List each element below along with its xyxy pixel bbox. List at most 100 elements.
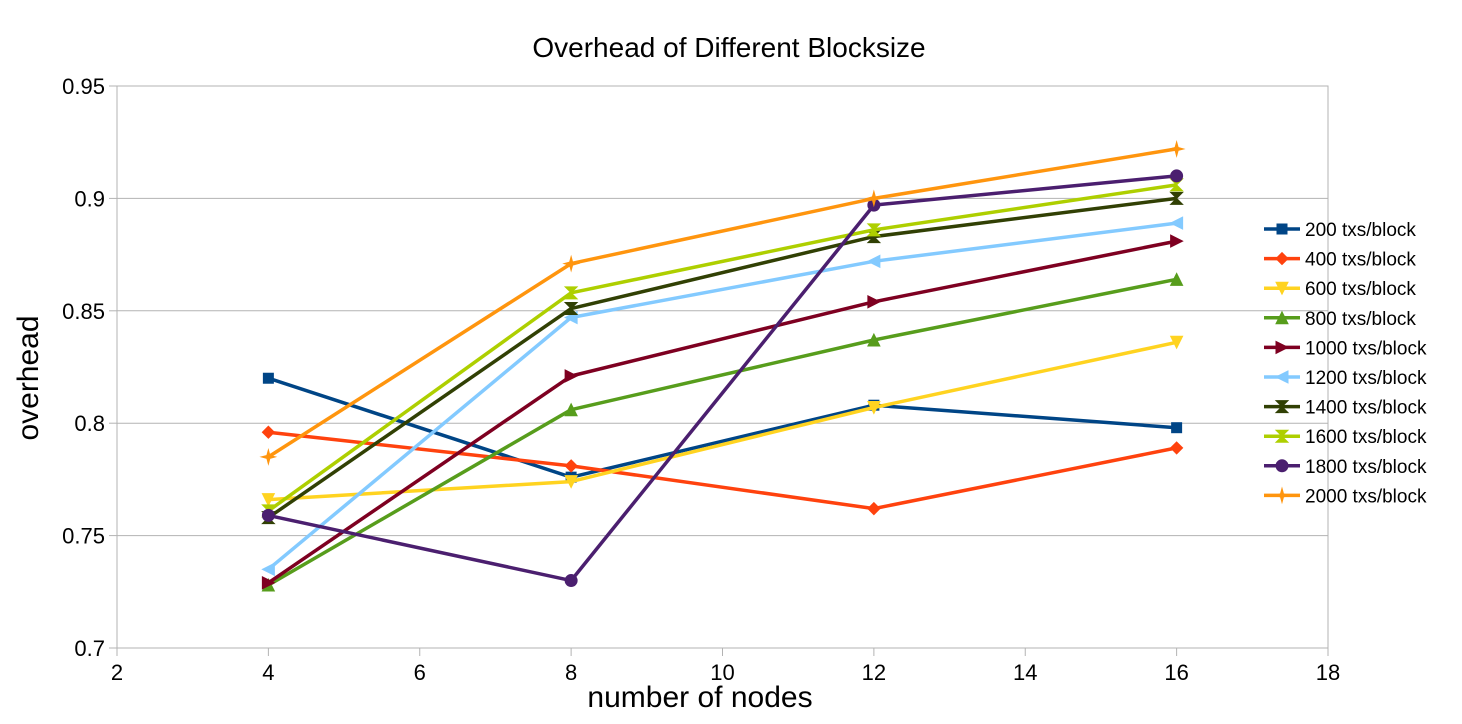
series-lines xyxy=(259,140,1186,592)
legend-item: 2000 txs/block xyxy=(1264,486,1427,507)
legend-marker xyxy=(1275,459,1289,473)
series-5 xyxy=(261,234,1184,590)
data-point xyxy=(1170,234,1184,248)
y-tick-label: 0.85 xyxy=(62,299,105,324)
legend: 200 txs/block 400 txs/block 600 txs/block 8… xyxy=(1264,220,1427,507)
x-tick-label: 10 xyxy=(710,660,734,685)
data-point xyxy=(1169,216,1184,230)
legend-marker xyxy=(1275,281,1289,296)
data-point xyxy=(564,475,578,489)
x-tick-label: 4 xyxy=(262,660,274,685)
legend-marker xyxy=(1275,251,1289,266)
data-point xyxy=(1169,178,1184,192)
x-tick-label: 12 xyxy=(862,660,886,685)
data-point xyxy=(867,294,881,309)
data-point xyxy=(1171,422,1183,434)
y-axis-ticks: 0.7 0.75 0.8 0.85 0.9 0.95 xyxy=(62,74,117,661)
data-point xyxy=(262,372,274,384)
legend-marker xyxy=(1274,400,1290,414)
data-point xyxy=(261,493,276,507)
legend-label: 200 txs/block xyxy=(1305,220,1416,241)
series-line xyxy=(267,183,1177,513)
legend-item: 600 txs/block xyxy=(1264,279,1416,300)
legend-label: 1600 txs/block xyxy=(1305,427,1427,448)
legend-marker xyxy=(1275,340,1290,355)
data-point xyxy=(564,459,578,473)
series-line xyxy=(267,277,1177,587)
data-point xyxy=(261,575,276,590)
legend-marker xyxy=(1275,310,1289,325)
y-tick-label: 0.95 xyxy=(62,74,105,99)
legend-item: 1600 txs/block xyxy=(1264,427,1427,448)
y-tick-label: 0.7 xyxy=(74,636,105,661)
data-point xyxy=(1169,272,1184,286)
series-line xyxy=(268,430,1177,511)
y-axis-title: overhead xyxy=(12,315,45,440)
data-point xyxy=(261,425,276,439)
legend-label: 1000 txs/block xyxy=(1305,338,1427,359)
data-point xyxy=(563,302,579,316)
x-tick-label: 2 xyxy=(111,660,123,685)
legend-label: 600 txs/block xyxy=(1305,279,1416,300)
data-point xyxy=(564,574,578,588)
series-line xyxy=(267,196,1177,520)
data-point xyxy=(866,223,882,237)
x-tick-label: 6 xyxy=(414,660,426,685)
data-point xyxy=(866,254,881,269)
series-4 xyxy=(261,272,1184,592)
legend-label: 1800 txs/block xyxy=(1305,457,1427,478)
data-point xyxy=(261,508,275,522)
data-point xyxy=(867,501,881,516)
data-point xyxy=(261,562,275,577)
series-line xyxy=(267,147,1177,459)
legend-label: 2000 txs/block xyxy=(1305,486,1427,507)
data-point xyxy=(562,254,581,273)
series-2 xyxy=(261,425,1184,516)
legend-item: 1000 txs/block xyxy=(1264,338,1427,359)
y-tick-label: 0.9 xyxy=(74,186,105,211)
data-point xyxy=(1167,140,1186,158)
legend-item: 1800 txs/block xyxy=(1264,457,1427,478)
data-point xyxy=(564,402,578,417)
series-line xyxy=(268,174,1177,583)
legend-marker xyxy=(1274,370,1289,384)
series-9 xyxy=(261,169,1184,588)
series-line xyxy=(267,376,1177,479)
series-line xyxy=(267,239,1177,585)
x-tick-label: 18 xyxy=(1316,660,1340,685)
x-tick-label: 16 xyxy=(1164,660,1188,685)
data-point xyxy=(1169,335,1184,350)
x-tick-label: 8 xyxy=(565,660,577,685)
legend-label: 1400 txs/block xyxy=(1305,398,1427,419)
data-point xyxy=(1170,169,1184,183)
series-line xyxy=(268,340,1177,502)
chart-title: Overhead of Different Blocksize xyxy=(532,32,925,63)
legend-label: 1200 txs/block xyxy=(1305,368,1427,389)
legend-label: 400 txs/block xyxy=(1305,250,1416,271)
legend-marker xyxy=(1274,429,1290,443)
y-tick-label: 0.75 xyxy=(62,524,105,549)
data-point xyxy=(864,189,883,208)
y-tick-label: 0.8 xyxy=(74,411,105,436)
series-10 xyxy=(259,140,1186,466)
data-point xyxy=(867,400,881,415)
legend-item: 200 txs/block xyxy=(1264,220,1416,241)
legend-item: 800 txs/block xyxy=(1264,309,1416,330)
legend-item: 400 txs/block xyxy=(1264,250,1416,271)
x-axis-title: number of nodes xyxy=(587,681,812,714)
series-3 xyxy=(261,335,1184,507)
x-tick-label: 14 xyxy=(1013,660,1037,685)
data-point xyxy=(259,448,278,466)
legend-item: 1200 txs/block xyxy=(1264,368,1427,389)
legend-marker xyxy=(1273,486,1291,505)
data-point xyxy=(1169,441,1184,455)
data-point xyxy=(563,286,579,300)
data-point xyxy=(867,332,881,347)
data-point xyxy=(1169,191,1184,205)
legend-marker xyxy=(1276,223,1288,235)
x-axis-ticks: 2 4 6 8 10 12 14 16 18 xyxy=(111,648,1340,685)
legend-label: 800 txs/block xyxy=(1305,309,1416,330)
series-line xyxy=(267,221,1177,571)
legend-item: 1400 txs/block xyxy=(1264,398,1427,419)
